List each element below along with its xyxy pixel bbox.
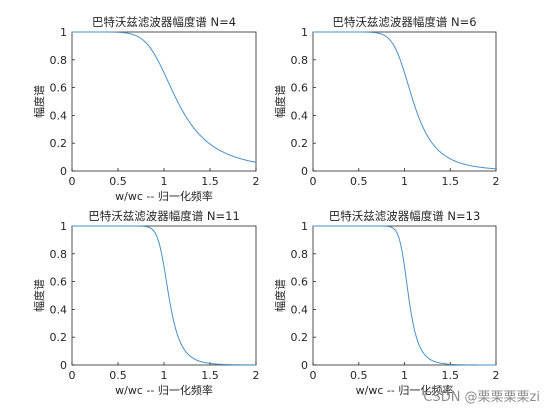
x-tick-label: 0.5 xyxy=(109,369,127,382)
chart-title: 巴特沃兹滤波器幅度谱 N=4 xyxy=(92,15,236,29)
y-tick-label: 1 xyxy=(60,220,67,233)
series-line xyxy=(313,225,496,366)
chart-title: 巴特沃兹滤波器幅度谱 N=6 xyxy=(332,15,476,29)
x-tick-label: 2 xyxy=(253,175,260,188)
y-axis-label: 幅度谱 xyxy=(32,279,46,312)
x-tick-label: 0.5 xyxy=(109,175,127,188)
x-tick-label: 0.5 xyxy=(350,369,368,382)
subplot-3: 巴特沃兹滤波器幅度谱 N=11 0 0.5 1 1.5 2 0 0.2 0.4 0.6 0.8 1 幅度… xyxy=(32,209,260,397)
y-tick-label: 0.4 xyxy=(50,303,68,316)
y-tick-label: 0 xyxy=(301,359,308,372)
y-axis-label: 幅度谱 xyxy=(273,279,287,312)
x-tick-label: 1.5 xyxy=(201,175,219,188)
subplot-1: 巴特沃兹滤波器幅度谱 N=4 0 0.5 1 1.5 2 0 0.2 0.4 0.6 0.8 1 幅度谱… xyxy=(32,15,260,203)
x-tick-label: 1 xyxy=(161,175,168,188)
x-axis-label: w/wc -- 归一化频率 xyxy=(115,189,213,203)
x-tick-label: 1.5 xyxy=(201,369,219,382)
axes-frame xyxy=(312,31,497,172)
x-tick-label: 1.5 xyxy=(442,369,460,382)
y-tick-label: 1 xyxy=(60,26,67,39)
x-tick-label: 0 xyxy=(310,175,317,188)
y-tick-label: 0.6 xyxy=(291,82,309,95)
y-axis-label: 幅度谱 xyxy=(32,85,46,118)
y-tick-label: 0.2 xyxy=(50,137,68,150)
subplot-4: 巴特沃兹滤波器幅度谱 N=13 0 0.5 1 1.5 2 0 0.2 0.4 0.6 0.8 1 幅度… xyxy=(273,209,500,397)
y-tick-label: 0.2 xyxy=(50,331,68,344)
chart-title: 巴特沃兹滤波器幅度谱 N=13 xyxy=(329,209,481,223)
x-tick-label: 1 xyxy=(401,175,408,188)
y-tick-label: 0.8 xyxy=(50,54,68,67)
x-tick-label: 0 xyxy=(69,369,76,382)
y-tick-label: 0.8 xyxy=(50,248,68,261)
y-tick-label: 0.2 xyxy=(291,137,309,150)
y-tick-label: 0.2 xyxy=(291,331,309,344)
x-tick-label: 1 xyxy=(401,369,408,382)
y-tick-label: 0.4 xyxy=(291,303,309,316)
y-tick-label: 0.6 xyxy=(50,276,68,289)
x-tick-label: 2 xyxy=(493,175,500,188)
series-line xyxy=(72,225,256,366)
y-tick-label: 1 xyxy=(301,220,308,233)
x-tick-label: 2 xyxy=(253,369,260,382)
y-tick-label: 0.6 xyxy=(50,82,68,95)
y-tick-label: 0 xyxy=(60,165,67,178)
y-axis-label: 幅度谱 xyxy=(273,85,287,118)
x-tick-label: 0 xyxy=(69,175,76,188)
x-tick-label: 0 xyxy=(310,369,317,382)
y-tick-label: 0.6 xyxy=(291,276,309,289)
y-tick-label: 0.4 xyxy=(50,109,68,122)
axes-frame xyxy=(71,31,257,172)
series-line xyxy=(72,31,257,163)
x-axis-label: w/wc -- 归一化频率 xyxy=(115,383,213,397)
y-tick-label: 1 xyxy=(301,26,308,39)
x-axis-label: w/wc -- 归一化频率 xyxy=(356,383,454,397)
x-tick-label: 1.5 xyxy=(442,175,460,188)
x-tick-label: 0.5 xyxy=(350,175,368,188)
chart-title: 巴特沃兹滤波器幅度谱 N=11 xyxy=(88,209,240,223)
y-tick-label: 0.8 xyxy=(291,248,309,261)
watermark: CSDN @栗栗栗栗zi xyxy=(423,390,540,405)
series-line xyxy=(313,31,497,170)
y-tick-label: 0.4 xyxy=(291,109,309,122)
subplot-2: 巴特沃兹滤波器幅度谱 N=6 0 0.5 1 1.5 2 0 0.2 0.4 0.6 0.8 1 幅度谱 xyxy=(273,15,500,188)
x-tick-label: 2 xyxy=(493,369,500,382)
axes-frame xyxy=(312,225,497,366)
y-tick-label: 0 xyxy=(301,165,308,178)
x-tick-label: 1 xyxy=(161,369,168,382)
y-tick-label: 0 xyxy=(60,359,67,372)
y-tick-label: 0.8 xyxy=(291,54,309,67)
axes-frame xyxy=(71,225,257,366)
